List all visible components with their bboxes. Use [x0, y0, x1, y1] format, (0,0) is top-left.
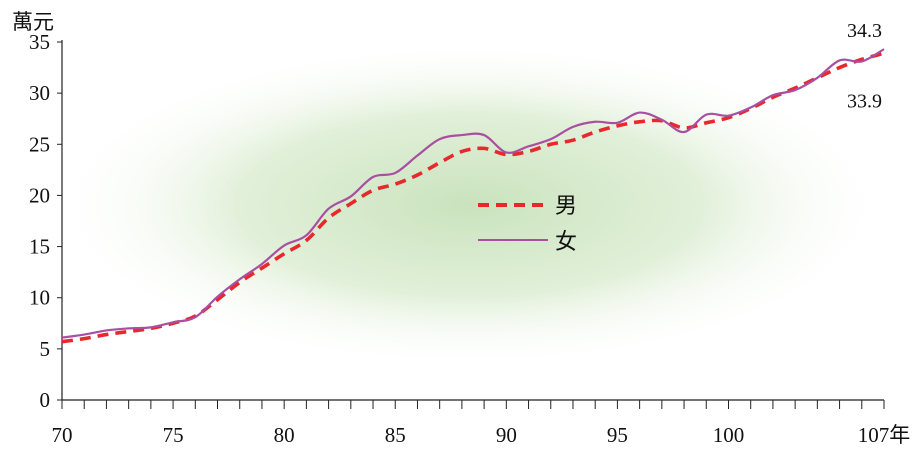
legend: 男 女	[478, 193, 577, 254]
y-tick-label: 20	[29, 183, 50, 207]
y-tick-label: 15	[29, 235, 50, 259]
x-ticks: 70 75 80 85 90 95 100 107年	[52, 400, 911, 447]
y-ticks: 0 5 10 15 20 25 30 35	[29, 30, 62, 412]
x-tick-label: 75	[163, 423, 184, 447]
series-line-female	[61, 48, 885, 339]
x-tick-label: 107年	[858, 423, 911, 447]
y-tick-label: 10	[29, 286, 50, 310]
y-tick-label: 35	[29, 30, 50, 54]
y-axis-unit-label: 萬元	[12, 10, 54, 34]
x-tick-label: 80	[274, 423, 295, 447]
x-tick-label: 95	[607, 423, 628, 447]
y-tick-label: 0	[40, 388, 51, 412]
annotation-female-end-value: 34.3	[847, 20, 882, 42]
y-tick-label: 25	[29, 132, 50, 156]
x-tick-label: 70	[52, 423, 73, 447]
annotation-male-end-value: 33.9	[847, 90, 882, 112]
series-layer	[61, 48, 885, 344]
y-tick-label: 5	[40, 337, 51, 361]
background-glow	[50, 40, 890, 370]
x-tick-label: 90	[496, 423, 517, 447]
legend-label-male: 男	[555, 193, 577, 218]
x-tick-label: 85	[385, 423, 406, 447]
y-tick-label: 30	[29, 81, 50, 105]
x-tick-label: 100	[713, 423, 745, 447]
annotations: 34.3 33.9	[847, 20, 882, 112]
legend-label-female: 女	[555, 229, 577, 254]
